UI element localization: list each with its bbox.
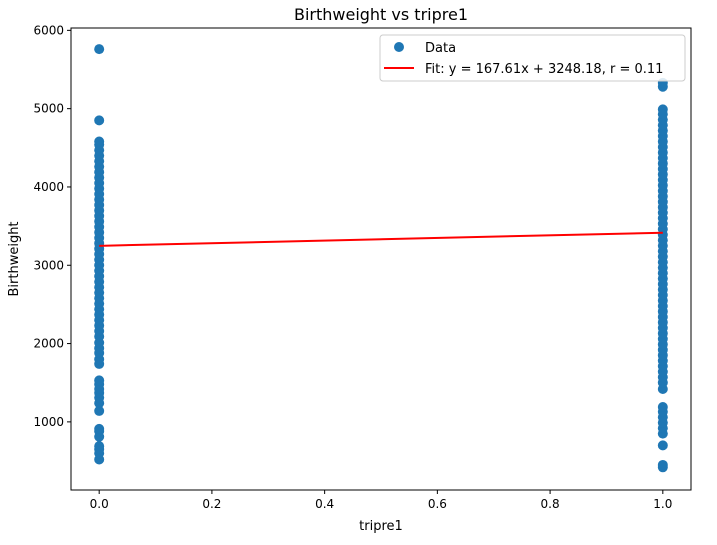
- x-tick-label: 0.2: [202, 497, 221, 511]
- y-tick-label: 2000: [33, 337, 64, 351]
- fit-line: [99, 231, 663, 247]
- legend-box: [379, 34, 686, 82]
- axes: 0.0 0.2 0.4 0.6 0.8 1.0 1000 2000 3000 4000 5000 60…: [33, 23, 672, 511]
- data-point: [94, 441, 105, 452]
- data-point: [657, 401, 668, 412]
- chart-title: Birthweight vs tripre1: [294, 5, 468, 24]
- x-axis-title: tripre1: [359, 519, 403, 534]
- legend-label-fit: Fit: y = 167.61x + 3248.18, r = 0.11: [425, 62, 663, 77]
- data-point: [94, 423, 105, 434]
- data-point: [94, 115, 105, 126]
- legend: Data Fit: y = 167.61x + 3248.18, r = 0.1…: [379, 34, 686, 82]
- x-tick-label: 0.8: [541, 497, 560, 511]
- data-point: [657, 104, 668, 115]
- legend-label-data: Data: [425, 41, 456, 56]
- y-tick-label: 1000: [33, 415, 64, 429]
- data-point: [657, 440, 668, 451]
- data-point: [94, 136, 105, 147]
- data-point: [94, 44, 105, 55]
- y-tick-label: 4000: [33, 180, 64, 194]
- x-tick-label: 1.0: [653, 497, 672, 511]
- y-tick-label: 6000: [33, 23, 64, 37]
- x-tick-label: 0.6: [428, 497, 447, 511]
- y-tick-label: 3000: [33, 258, 64, 272]
- y-axis-title: Birthweight: [7, 221, 22, 296]
- y-tick-label: 5000: [33, 102, 64, 116]
- data-point: [94, 405, 105, 416]
- legend-scatter-marker: [394, 42, 404, 52]
- data-point: [657, 459, 668, 470]
- x-tick-label: 0.4: [315, 497, 334, 511]
- plot-frame: [70, 27, 692, 491]
- data-point: [94, 375, 105, 386]
- x-tick-label: 0.0: [90, 497, 109, 511]
- plot-area: [94, 44, 668, 473]
